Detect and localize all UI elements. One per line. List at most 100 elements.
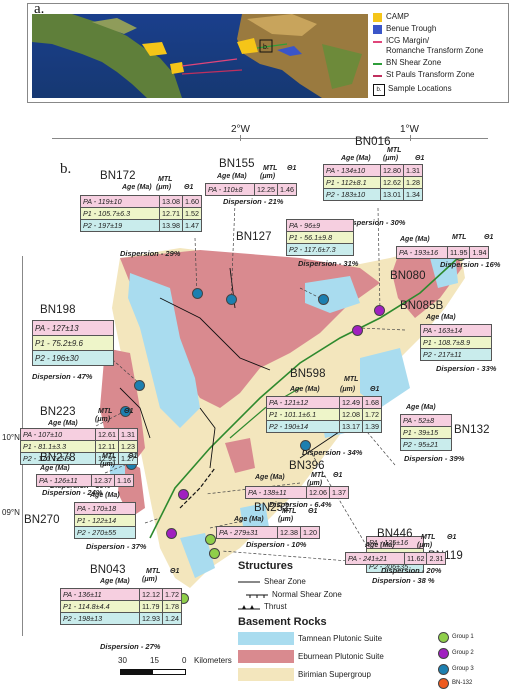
panel-b: b. 2°W 1°W 10°N 09°N [0, 108, 509, 689]
bn132-label: BN-132 [452, 680, 473, 686]
sample-bn598: BN598 Age (Ma) MTL (μm) Θ1 PA - 121±12 12… [266, 368, 391, 468]
inset-label: b. [263, 44, 269, 51]
birimian-label: Birimian Supergroup [298, 670, 371, 679]
sample-dot-bn016[interactable] [374, 305, 385, 316]
header-mtl-unit: (μm) [156, 184, 172, 191]
legend-group-2: Group 2 [438, 648, 502, 660]
group-1-label: Group 1 [452, 634, 474, 640]
header-mtl: MTL [344, 376, 359, 383]
header-mtl-unit: (μm) [95, 416, 111, 423]
dispersion: Dispersion - 16% [440, 260, 501, 269]
legend-shear-zone: Shear Zone [238, 577, 418, 588]
dispersion: Dispersion - 33% [436, 364, 497, 373]
scale-bar: 30 15 0 Kilometers [118, 656, 318, 684]
lon-label-1w: 1°W [400, 124, 419, 135]
swatch-camp [373, 13, 382, 22]
sample-dot-bn119[interactable] [300, 440, 311, 451]
dispersion: Dispersion - 30% [345, 218, 406, 227]
scale-bar-black [120, 669, 154, 675]
sample-bn016: BN016 Age (Ma) MTL (μm) Θ1 PA - 134±10 12… [323, 136, 443, 241]
header-theta: Θ1 [170, 568, 180, 575]
dispersion: Dispersion - 6.4% [269, 500, 332, 509]
header-mtl: MTL [102, 453, 117, 460]
sample-dot-bn085b[interactable] [352, 325, 363, 336]
header-theta: Θ1 [447, 534, 457, 541]
eburnean-label: Eburnean Plutonic Suite [298, 652, 384, 661]
scale-tick-15: 15 [150, 656, 159, 665]
swatch-icg [373, 41, 382, 43]
swatch-birimian [238, 668, 294, 681]
sample-bn043: BN043 Age (Ma) MTL (μm) Θ1 PA - 136±11 12… [60, 564, 185, 660]
legend-camp-label: CAMP [386, 12, 410, 21]
dispersion: Dispersion - 31% [298, 259, 359, 268]
header-age: Age (Ma) [406, 404, 436, 411]
legend-eburnean: Eburnean Plutonic Suite [238, 650, 408, 664]
sample-dot-bn396[interactable] [178, 489, 189, 500]
swatch-benue [373, 25, 382, 34]
scale-unit: Kilometers [194, 656, 232, 665]
header-mtl: MTL [387, 147, 402, 154]
header-mtl-unit: (μm) [278, 516, 294, 523]
header-mtl: MTL [158, 176, 173, 183]
sample-name: BN278 [40, 452, 76, 464]
swatch-tamnean [238, 632, 294, 645]
tick-2w [240, 135, 241, 141]
inset-box [259, 39, 273, 53]
sample-bn132: Age (Ma) PA - 52±8 P1 - 39±15 P2 - 95±21… [396, 404, 508, 494]
tamnean-label: Tamnean Plutonic Suite [298, 634, 383, 643]
header-theta: Θ1 [124, 408, 134, 415]
header-age: Age (Ma) [40, 465, 70, 472]
world-map: b. [32, 14, 368, 98]
sample-dot-bn252[interactable] [205, 534, 216, 545]
legend-benue-label: Benue Trough [386, 24, 437, 33]
basement-title: Basement Rocks [238, 616, 327, 628]
legend-b: Structures Shear Zone Normal Shear Zone … [238, 560, 506, 689]
header-mtl: MTL [421, 534, 436, 541]
legend-bn132: BN-132 [438, 678, 502, 690]
legend-thrust: Thrust [238, 602, 418, 613]
group-2-dot [438, 648, 449, 659]
sample-name: BN172 [100, 170, 136, 182]
top-axis [52, 138, 488, 139]
sample-name: BN080 [390, 270, 426, 282]
sample-dot-bn127[interactable] [318, 294, 329, 305]
sample-dot-bn446[interactable] [209, 548, 220, 559]
sample-dot-bn155[interactable] [226, 294, 237, 305]
sample-name: BN270 [24, 514, 60, 526]
sample-name: BN198 [40, 304, 76, 316]
swatch-stpauls [373, 75, 382, 77]
header-age: Age (Ma) [365, 542, 395, 549]
sample-name: BN016 [355, 136, 391, 148]
scale-tick-30: 30 [118, 656, 127, 665]
header-mtl-unit: (μm) [340, 386, 356, 393]
structures-title: Structures [238, 560, 294, 572]
thrust-symbol [238, 605, 260, 610]
header-theta: Θ1 [128, 453, 138, 460]
dispersion: Dispersion - 10% [246, 540, 307, 549]
panel-a: b. a. CAMP Benue Trough ICG Margin/ Roma… [27, 1, 509, 103]
legend-group-1: Group 1 [438, 632, 502, 644]
header-theta: Θ1 [308, 508, 318, 515]
swatch-samples: b. [373, 84, 385, 96]
scale-tick-0: 0 [182, 656, 187, 665]
shear-zone-label: Shear Zone [264, 577, 306, 586]
header-mtl: MTL [452, 234, 467, 241]
sample-name: BN396 [289, 460, 325, 472]
sample-bn080: Age (Ma) MTL Θ1 PA - 193±16 11.95 1.94 Dis… [390, 234, 501, 282]
sample-dot-bn270[interactable] [166, 528, 177, 539]
header-theta: Θ1 [370, 386, 380, 393]
dispersion: Dispersion - 21% [223, 197, 284, 206]
normal-shear-zone-label: Normal Shear Zone [272, 590, 342, 599]
header-mtl: MTL [98, 408, 113, 415]
sample-dot-bn172[interactable] [192, 288, 203, 299]
header-theta: Θ1 [287, 165, 297, 172]
sample-bn198: BN198 PA - 127±13 P1 - 75.2±9.6 P2 - 196… [32, 304, 122, 394]
header-mtl-unit: (μm) [142, 576, 158, 583]
sample-bn252: BN252 Age (Ma) MTL (μm) Θ1 PA - 279±31 12… [216, 502, 336, 562]
group-1-dot [438, 632, 449, 643]
sample-dot-bn198[interactable] [134, 380, 145, 391]
sample-dot-bn223[interactable] [120, 406, 131, 417]
swatch-bn [373, 63, 382, 65]
sample-bn223: BN223 Age (Ma) MTL (μm) Θ1 PA - 107±10 12… [20, 406, 145, 504]
thrust-label: Thrust [264, 602, 287, 611]
